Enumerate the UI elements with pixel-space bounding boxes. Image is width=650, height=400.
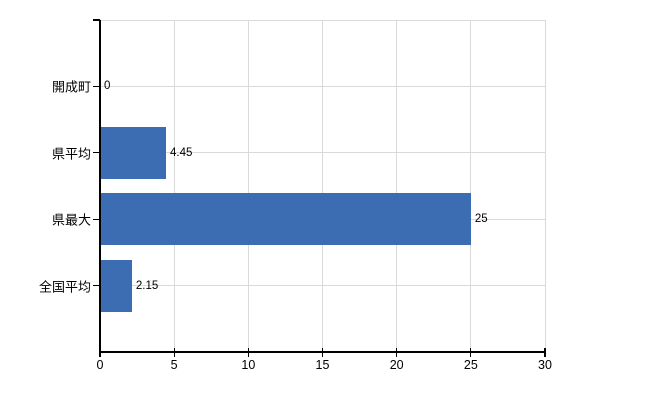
x-tick-label: 20 bbox=[389, 358, 404, 372]
value-label: 2.15 bbox=[135, 279, 159, 292]
y-axis-line bbox=[99, 20, 101, 354]
x-tick-label: 30 bbox=[538, 358, 552, 372]
x-tick-label: 5 bbox=[170, 358, 178, 372]
value-label: 4.45 bbox=[170, 146, 193, 159]
bar bbox=[101, 126, 166, 179]
horizontal-gridline bbox=[100, 85, 545, 87]
bar bbox=[101, 259, 132, 312]
bar bbox=[101, 193, 471, 246]
x-axis-tick bbox=[396, 347, 398, 357]
x-axis-tick bbox=[544, 347, 546, 357]
category-label: 全国平均 bbox=[38, 279, 91, 295]
y-axis-tick bbox=[93, 218, 100, 220]
vertical-gridline bbox=[396, 20, 398, 352]
y-axis-tick bbox=[93, 285, 100, 287]
x-tick-label: 0 bbox=[96, 358, 104, 372]
vertical-gridline bbox=[470, 20, 472, 352]
category-label: 開成町 bbox=[51, 79, 91, 95]
x-axis-tick bbox=[99, 347, 101, 357]
horizontal-gridline bbox=[100, 152, 545, 154]
x-axis-tick bbox=[321, 347, 324, 357]
x-tick-label: 25 bbox=[463, 358, 478, 372]
y-axis-tick bbox=[93, 85, 100, 87]
x-tick-label: 15 bbox=[315, 358, 330, 372]
vertical-gridline bbox=[322, 20, 323, 352]
vertical-gridline bbox=[173, 20, 175, 352]
category-label: 県平均 bbox=[51, 146, 91, 162]
vertical-gridline bbox=[544, 20, 546, 352]
horizontal-gridline bbox=[100, 285, 545, 287]
x-tick-label: 10 bbox=[241, 358, 256, 372]
value-label: 0 bbox=[104, 80, 111, 93]
value-label: 25 bbox=[474, 213, 488, 226]
x-axis-tick bbox=[173, 347, 175, 357]
category-label: 県最大 bbox=[51, 212, 91, 228]
vertical-gridline bbox=[247, 20, 249, 352]
x-axis-tick bbox=[247, 347, 249, 357]
horizontal-gridline bbox=[100, 19, 545, 21]
y-axis-tick bbox=[93, 152, 100, 154]
x-axis-tick bbox=[470, 347, 472, 357]
y-axis-tick bbox=[93, 19, 100, 21]
